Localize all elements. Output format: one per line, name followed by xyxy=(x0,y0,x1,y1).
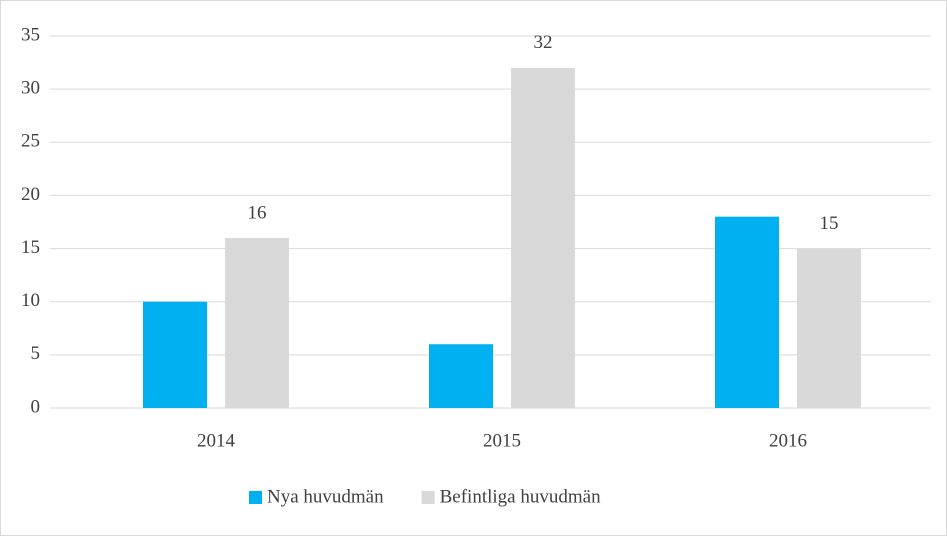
y-tick-label: 25 xyxy=(21,131,40,152)
y-tick-label: 0 xyxy=(31,396,41,417)
bar xyxy=(225,237,289,408)
x-tick-label: 2015 xyxy=(483,430,521,451)
legend-label: Nya huvudmän xyxy=(267,486,384,507)
bar xyxy=(797,248,861,408)
bar xyxy=(429,344,493,408)
bar xyxy=(511,67,575,408)
legend-label: Befintliga huvudmän xyxy=(440,486,601,507)
legend-swatch xyxy=(249,491,262,504)
y-tick-label: 35 xyxy=(21,24,40,45)
x-tick-label: 2016 xyxy=(769,430,807,451)
bar xyxy=(715,216,779,408)
y-tick-label: 30 xyxy=(21,78,40,99)
legend-swatch xyxy=(421,491,435,504)
x-tick-label: 2014 xyxy=(197,430,236,451)
data-label: 16 xyxy=(248,202,267,223)
data-label: 32 xyxy=(534,32,553,53)
y-tick-label: 5 xyxy=(31,343,41,364)
bar xyxy=(143,301,207,408)
y-tick-label: 10 xyxy=(21,290,40,311)
y-tick-label: 20 xyxy=(21,184,40,205)
data-label: 15 xyxy=(820,213,839,234)
y-tick-label: 15 xyxy=(21,237,40,258)
